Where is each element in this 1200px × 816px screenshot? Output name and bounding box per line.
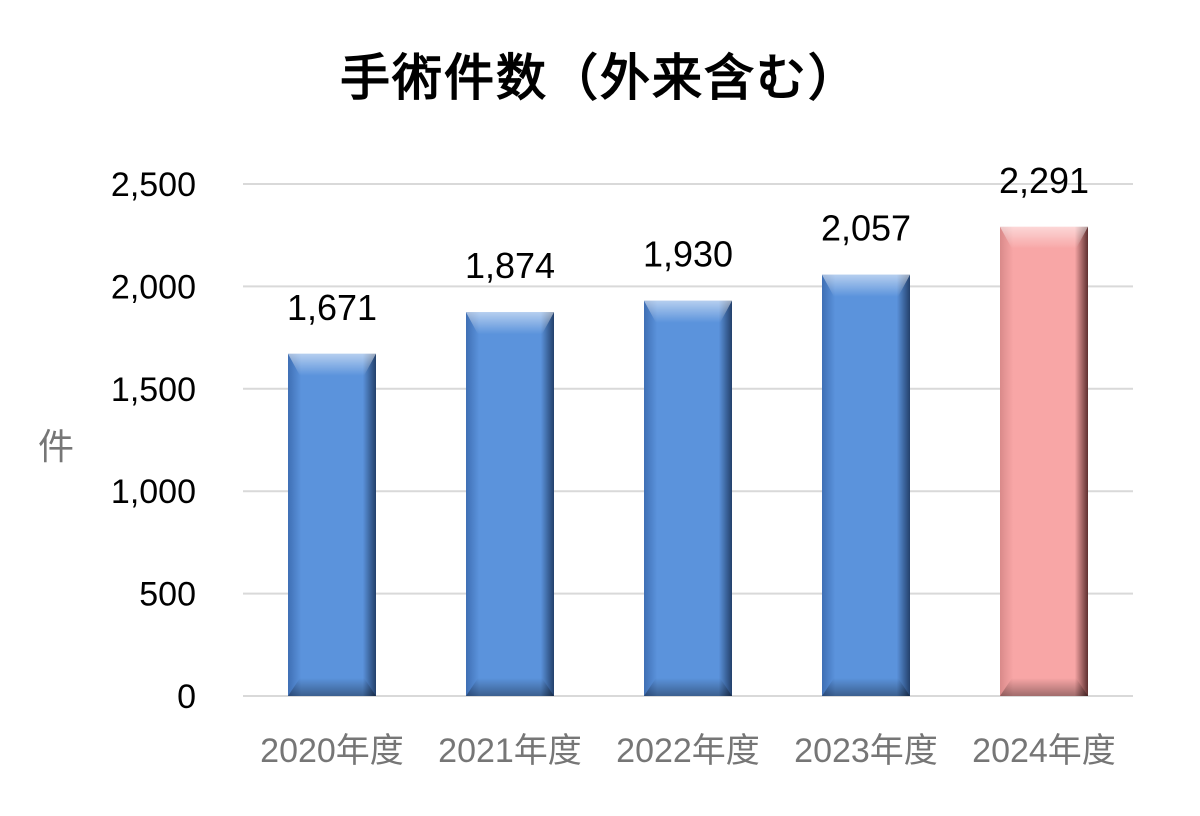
data-label: 1,930 [643, 234, 733, 275]
bar-2023年度 [822, 274, 910, 696]
x-axis-ticks: 2020年度 2021年度 2022年度 2023年度 2024年度 [260, 732, 1116, 770]
y-tick-label: 2,000 [111, 268, 196, 306]
x-tick-label: 2021年度 [438, 732, 582, 770]
bar-bottom-bevel [644, 678, 732, 696]
bar-body [466, 312, 554, 696]
bar-bottom-bevel [466, 678, 554, 696]
x-tick-label: 2024年度 [972, 732, 1116, 770]
bar-2020年度 [288, 353, 376, 696]
data-label: 2,057 [821, 208, 911, 249]
bar-body [822, 274, 910, 696]
x-tick-label: 2020年度 [260, 732, 404, 770]
y-tick-label: 500 [139, 576, 196, 614]
bar-2024年度 [1000, 226, 1088, 696]
bar-bottom-bevel [1000, 678, 1088, 696]
bar-2021年度 [466, 312, 554, 696]
data-label: 1,874 [465, 245, 555, 286]
bar-top-bevel [288, 353, 376, 376]
y-tick-label: 0 [177, 678, 196, 716]
x-tick-label: 2023年度 [794, 732, 938, 770]
bar-2022年度 [644, 300, 732, 696]
y-tick-label: 1,000 [111, 473, 196, 511]
bar-body [1000, 226, 1088, 696]
bar-top-bevel [822, 274, 910, 297]
chart-title: 手術件数（外来含む） [340, 49, 860, 107]
bar-top-bevel [466, 312, 554, 335]
data-labels: 1,671 1,874 1,930 2,057 2,291 [287, 160, 1089, 328]
bar-bottom-bevel [288, 678, 376, 696]
y-tick-label: 1,500 [111, 371, 196, 409]
x-tick-label: 2022年度 [616, 732, 760, 770]
data-label: 1,671 [287, 287, 377, 328]
bar-body [288, 353, 376, 696]
bar-top-bevel [1000, 226, 1088, 249]
bar-top-bevel [644, 300, 732, 323]
bars [288, 226, 1088, 696]
y-tick-label: 2,500 [111, 166, 196, 204]
y-axis-ticks: 0 500 1,000 1,500 2,000 2,500 [111, 166, 196, 716]
bar-bottom-bevel [822, 678, 910, 696]
y-axis-label: 件 [38, 427, 75, 468]
data-label: 2,291 [999, 160, 1089, 201]
bar-body [644, 300, 732, 696]
